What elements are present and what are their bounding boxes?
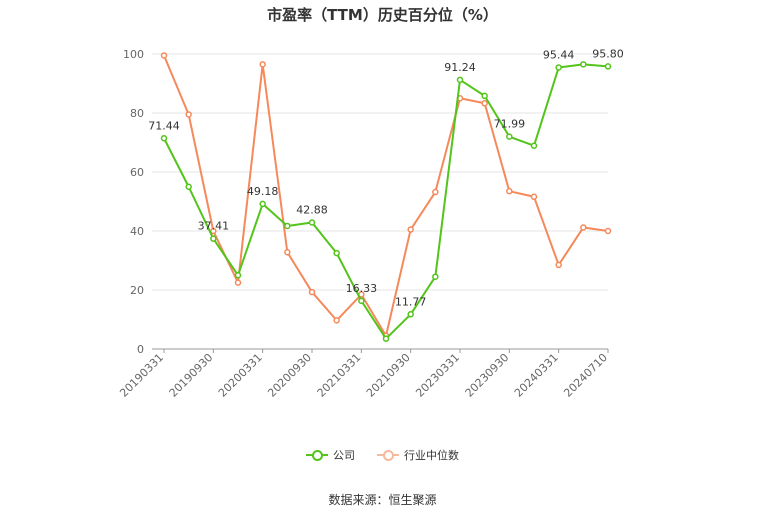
data-point-company <box>481 92 488 100</box>
x-tick-label: 20190930 <box>167 351 216 400</box>
data-label: 11.77 <box>395 295 427 308</box>
x-tick-label: 20210331 <box>315 351 364 400</box>
data-point-industry-median <box>604 227 612 235</box>
series-line-industry-median <box>163 55 609 337</box>
data-point-industry-median <box>555 261 562 269</box>
data-point-company <box>382 335 390 342</box>
data-label: 71.44 <box>148 119 180 132</box>
data-point-industry-median <box>530 193 538 201</box>
data-label: 71.99 <box>494 118 526 131</box>
data-point-industry-median <box>284 248 291 256</box>
data-point-industry-median <box>160 52 168 59</box>
chart-title: 市盈率（TTM）历史百分位（%） <box>267 6 498 24</box>
data-point-company <box>604 63 612 70</box>
x-tick-label: 20230331 <box>413 351 462 400</box>
line-chart: 0 20 40 60 80 100 20190331 20190930 20200331 2020… <box>117 47 624 400</box>
data-point-company <box>432 273 439 280</box>
data-point-company <box>210 235 217 242</box>
legend-swatch-industry-median <box>377 449 399 461</box>
y-tick-label: 80 <box>130 107 144 120</box>
data-point-company <box>530 142 538 149</box>
data-point-company <box>580 61 587 68</box>
data-point-company <box>333 249 340 257</box>
data-point-industry-median <box>308 288 316 296</box>
x-tick-label: 20230930 <box>463 351 512 400</box>
data-label: 91.24 <box>444 61 476 74</box>
data-point-industry-median <box>432 188 439 196</box>
data-point-industry-median <box>407 226 414 233</box>
data-point-industry-median <box>506 187 513 195</box>
y-tick-label: 100 <box>123 48 144 61</box>
data-point-company <box>160 135 168 142</box>
legend-label-company: 公司 <box>333 449 355 462</box>
data-point-industry-median <box>259 61 266 68</box>
x-tick-label: 20240331 <box>512 351 561 400</box>
x-tick-label: 20240710 <box>561 351 610 400</box>
x-tick-label: 20200930 <box>265 351 314 400</box>
source-note: 数据来源：恒生聚源 <box>328 493 437 507</box>
data-point-industry-median <box>185 111 192 118</box>
x-tick-label: 20190331 <box>117 351 166 400</box>
data-point-company <box>506 133 513 140</box>
y-tick-label: 20 <box>130 284 144 297</box>
data-label: 37.41 <box>198 220 230 233</box>
legend: 公司 行业中位数 <box>0 447 765 463</box>
y-tick-label: 60 <box>130 166 144 179</box>
y-tick-label: 0 <box>137 343 144 356</box>
data-point-company <box>234 272 242 279</box>
data-label: 16.33 <box>346 282 378 295</box>
data-point-company <box>555 64 562 71</box>
data-label: 49.18 <box>247 185 279 198</box>
legend-label-industry-median: 行业中位数 <box>404 449 459 462</box>
data-point-company <box>259 200 266 208</box>
data-point-industry-median <box>580 224 587 231</box>
data-point-company <box>284 222 291 230</box>
data-point-company <box>308 219 316 226</box>
legend-item-industry-median[interactable]: 行业中位数 <box>377 447 459 463</box>
data-label: 42.88 <box>296 204 328 217</box>
legend-item-company[interactable]: 公司 <box>306 447 355 463</box>
y-tick-label: 40 <box>130 225 144 238</box>
legend-swatch-company <box>306 449 328 461</box>
data-label: 95.44 <box>543 48 575 61</box>
data-point-company <box>185 183 192 190</box>
x-tick-label: 20210930 <box>364 351 413 400</box>
data-point-industry-median <box>333 317 340 324</box>
data-point-company <box>407 311 414 318</box>
data-point-industry-median <box>210 227 217 235</box>
data-point-industry-median <box>234 279 242 286</box>
data-point-company <box>456 76 464 84</box>
x-tick-label: 20200331 <box>216 351 265 400</box>
data-point-industry-median <box>481 100 488 107</box>
series-line-company <box>163 63 609 340</box>
data-point-company <box>358 297 365 305</box>
data-label: 95.80 <box>592 47 624 60</box>
